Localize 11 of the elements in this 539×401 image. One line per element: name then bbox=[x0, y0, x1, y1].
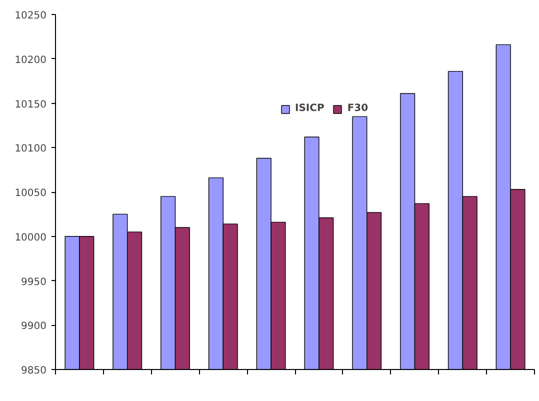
legend-label: ISICP bbox=[295, 103, 324, 114]
legend-label: F30 bbox=[347, 103, 368, 114]
y-tick-label: 10200 bbox=[14, 54, 46, 66]
y-tick-label: 9950 bbox=[21, 276, 47, 288]
y-tick-label: 10250 bbox=[14, 10, 46, 22]
y-tick-label: 10000 bbox=[14, 232, 46, 244]
y-tick-label: 10050 bbox=[14, 188, 46, 199]
y-tick-label: 10100 bbox=[14, 144, 46, 155]
y-tick-label: 9850 bbox=[21, 366, 47, 376]
y-tick-label: 10150 bbox=[14, 99, 46, 110]
y-tick-label: 9900 bbox=[21, 321, 47, 332]
